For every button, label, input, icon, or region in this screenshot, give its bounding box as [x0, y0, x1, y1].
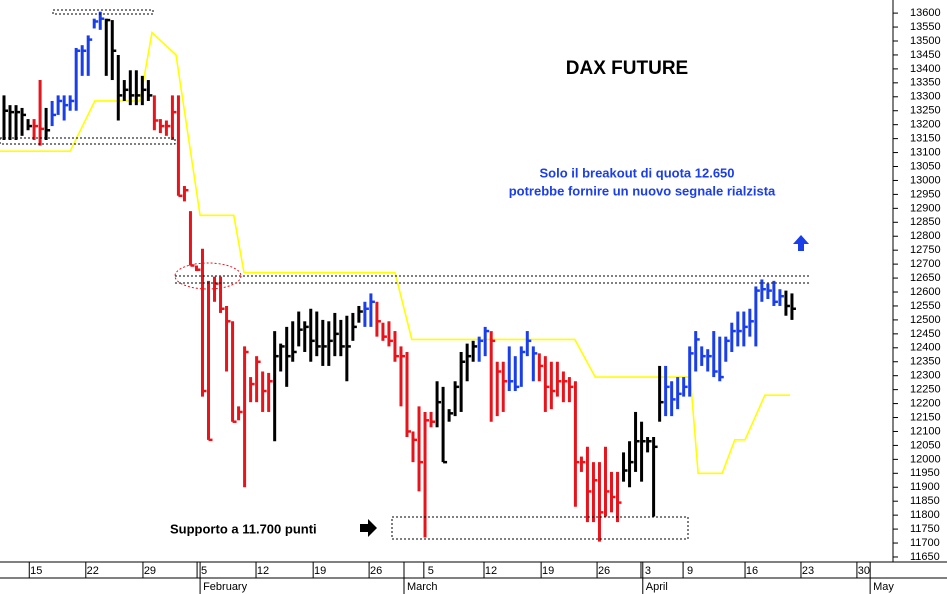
y-tick-label: 13600 [910, 7, 941, 19]
y-tick-label: 12750 [910, 244, 941, 256]
annotation: Supporto a 11.700 punti [170, 521, 317, 536]
y-tick-label: 11800 [910, 509, 940, 521]
annotation: potrebbe fornire un nuovo segnale rialzi… [509, 183, 776, 198]
month-label: May [873, 581, 894, 593]
arrow-up [793, 235, 809, 251]
y-tick-label: 13250 [910, 105, 941, 117]
month-label: April [646, 581, 668, 593]
highlight-ellipse [174, 262, 242, 290]
y-tick-label: 12350 [910, 356, 941, 368]
y-tick-label: 13050 [910, 160, 941, 172]
support-box [391, 516, 689, 540]
y-tick-label: 12700 [910, 258, 941, 270]
x-tick-label: 16 [746, 565, 758, 577]
y-tick-label: 12100 [910, 425, 941, 437]
x-tick-label: 5 [428, 565, 434, 577]
x-tick-label: 12 [257, 565, 269, 577]
x-tick-label: 3 [645, 565, 651, 577]
y-tick-label: 13350 [910, 77, 941, 89]
y-tick-label: 13000 [910, 174, 941, 186]
y-tick-label: 12550 [910, 300, 941, 312]
x-tick-label: 19 [314, 565, 326, 577]
y-tick-label: 11650 [910, 551, 940, 563]
y-tick-label: 13550 [910, 21, 941, 33]
y-tick-label: 13400 [910, 63, 941, 75]
y-tick-label: 12500 [910, 314, 941, 326]
y-tick-label: 11700 [910, 537, 940, 549]
annotation: Solo il breakout di quota 12.650 [539, 165, 734, 180]
y-tick-label: 12300 [910, 370, 941, 382]
y-tick-label: 12000 [910, 453, 941, 465]
y-tick-label: 13450 [910, 49, 941, 61]
y-tick-label: 13500 [910, 35, 941, 47]
y-tick-label: 13300 [910, 91, 941, 103]
x-tick-label: 15 [30, 565, 42, 577]
x-tick-label: 26 [370, 565, 382, 577]
y-tick-label: 12650 [910, 272, 941, 284]
y-tick-label: 13100 [910, 146, 941, 158]
y-tick-label: 12850 [910, 216, 941, 228]
y-tick-label: 12400 [910, 342, 941, 354]
y-tick-label: 12200 [910, 397, 941, 409]
x-tick-label: 29 [144, 565, 156, 577]
y-tick-label: 13200 [910, 119, 941, 131]
arrow-right [360, 519, 377, 537]
y-tick-label: 12150 [910, 411, 941, 423]
y-tick-label: 11850 [910, 495, 940, 507]
range-box [0, 137, 176, 145]
chart-title: DAX FUTURE [566, 58, 688, 79]
y-tick-label: 11900 [910, 481, 940, 493]
x-tick-label: 12 [485, 565, 497, 577]
y-tick-label: 12450 [910, 328, 941, 340]
month-label: March [407, 581, 438, 593]
y-tick-label: 13150 [910, 133, 941, 145]
x-tick-label: 30 [858, 565, 870, 577]
plot-area [0, 11, 796, 542]
x-tick-label: 19 [542, 565, 554, 577]
top-box [52, 9, 154, 15]
y-tick-label: 12050 [910, 439, 941, 451]
x-tick-label: 9 [687, 565, 693, 577]
y-tick-label: 12900 [910, 202, 941, 214]
y-tick-label: 11750 [910, 523, 940, 535]
y-tick-label: 12250 [910, 384, 941, 396]
y-tick-label: 12950 [910, 188, 941, 200]
x-tick-label: 22 [87, 565, 99, 577]
y-tick-label: 12600 [910, 286, 941, 298]
x-tick-label: 23 [802, 565, 814, 577]
x-tick-label: 5 [201, 565, 207, 577]
y-tick-label: 12800 [910, 230, 941, 242]
y-tick-label: 11950 [910, 467, 940, 479]
month-label: February [203, 581, 248, 593]
x-tick-label: 26 [598, 565, 610, 577]
